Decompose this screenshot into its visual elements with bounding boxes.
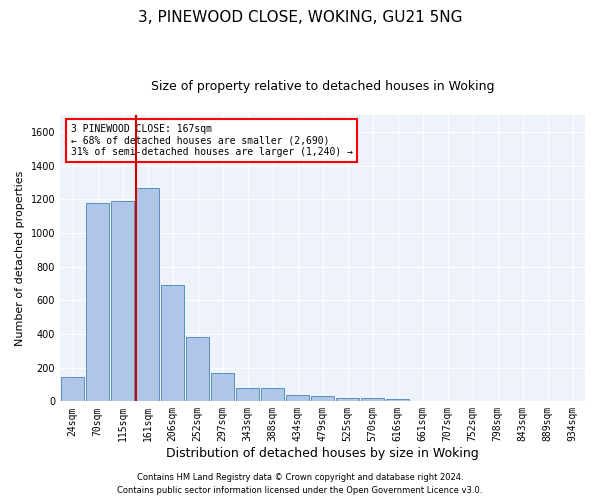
Text: 3 PINEWOOD CLOSE: 167sqm
← 68% of detached houses are smaller (2,690)
31% of sem: 3 PINEWOOD CLOSE: 167sqm ← 68% of detach… [71, 124, 353, 157]
Bar [236, 388, 259, 402]
X-axis label: Distribution of detached houses by size in Woking: Distribution of detached houses by size … [166, 447, 479, 460]
Bar [361, 398, 384, 402]
Bar [386, 399, 409, 402]
Text: 3, PINEWOOD CLOSE, WOKING, GU21 5NG: 3, PINEWOOD CLOSE, WOKING, GU21 5NG [138, 10, 462, 25]
Bar [161, 285, 184, 402]
Y-axis label: Number of detached properties: Number of detached properties [15, 170, 25, 346]
Bar [61, 377, 84, 402]
Bar [136, 188, 159, 402]
Title: Size of property relative to detached houses in Woking: Size of property relative to detached ho… [151, 80, 494, 93]
Bar [336, 398, 359, 402]
Bar [311, 396, 334, 402]
Bar [186, 338, 209, 402]
Text: Contains HM Land Registry data © Crown copyright and database right 2024.
Contai: Contains HM Land Registry data © Crown c… [118, 474, 482, 495]
Bar [86, 202, 109, 402]
Bar [111, 201, 134, 402]
Bar [211, 372, 234, 402]
Bar [261, 388, 284, 402]
Bar [286, 395, 309, 402]
